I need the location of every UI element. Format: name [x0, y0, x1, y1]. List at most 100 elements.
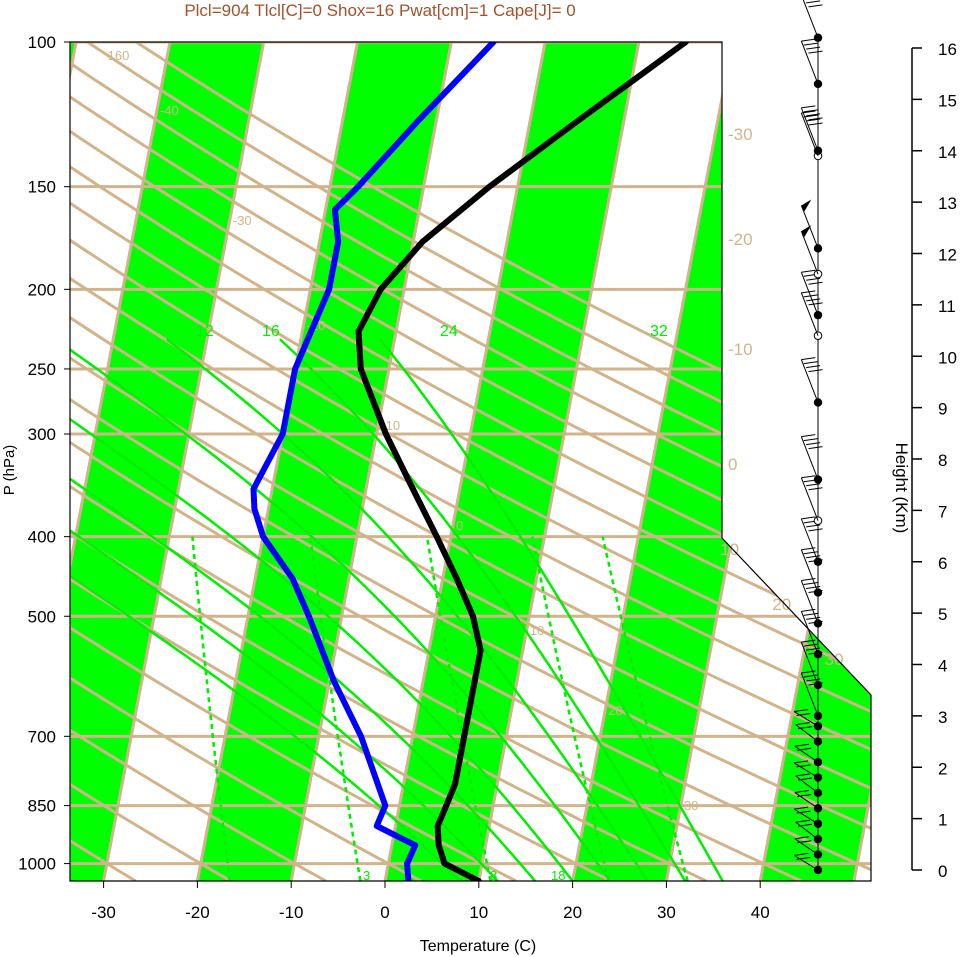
height-tick-label: 10 [938, 348, 957, 367]
wind-barb-feather [806, 277, 821, 281]
mixing-ratio-line [309, 536, 362, 881]
plot-border [69, 41, 872, 882]
wind-barb-feather [801, 475, 816, 479]
wind-barb-shaft [800, 230, 819, 275]
wind-barb-feather [796, 764, 811, 768]
wind-barb-feather [796, 713, 811, 717]
wind-barb-feather [808, 117, 823, 121]
wind-barb-shaft [793, 762, 819, 778]
x-tick-label: 0 [380, 903, 389, 922]
wind-barb-shaft [794, 792, 819, 809]
height-tick-label: 11 [938, 297, 956, 316]
height-tick-label: 5 [938, 605, 947, 624]
wind-barb-shaft [800, 436, 819, 480]
height-tick-label: 8 [938, 451, 947, 470]
wind-barb-feather [798, 823, 813, 827]
wind-barb-feather [801, 434, 816, 438]
wind-barb-feather [806, 118, 821, 122]
wind-barb-feather [801, 516, 816, 520]
x-tick-label: -20 [185, 903, 210, 922]
height-tick-label: 14 [938, 143, 957, 162]
x-tick-label: 20 [563, 903, 582, 922]
dry-adiabat-line [70, 42, 871, 881]
x-tick-label: -30 [91, 903, 116, 922]
wind-barb-shaft [795, 821, 819, 840]
wind-barb-feather [797, 794, 812, 798]
dewpoint-profile-line [250, 42, 497, 881]
moist-adiabat-line [70, 338, 537, 881]
height-tick-label: 7 [938, 502, 947, 521]
y-tick-label: 100 [28, 33, 56, 52]
height-axis-label: Height (Km) [892, 443, 911, 534]
isotherm-band [760, 42, 871, 881]
wind-barb-feather [794, 852, 809, 856]
wind-barb-feather [794, 709, 809, 713]
wind-barb-feather [806, 113, 821, 117]
dry-adiabat-line [70, 42, 871, 881]
wind-level-dot [813, 79, 823, 89]
wind-barb-shaft [800, 477, 819, 521]
moist-adiabat-line [70, 338, 574, 881]
dry-adiabat-edge-label: -30 [728, 125, 753, 144]
wind-barb-feather [803, 643, 818, 647]
wind-barb-feather [806, 555, 821, 559]
wind-barb-shaft [793, 854, 819, 871]
mixing-ratio-line [191, 536, 232, 881]
y-tick-label: 200 [28, 280, 56, 299]
wind-barb-feather [806, 46, 821, 50]
wind-barb-feather [808, 122, 823, 126]
dry-adiabat-line [70, 42, 871, 881]
wind-barb-pennant [801, 225, 812, 238]
wind-barb-shaft [800, 518, 819, 562]
wind-barb-shaft [794, 745, 819, 763]
dry-adiabat-line [70, 42, 871, 881]
wind-barb-feather [803, 582, 818, 586]
wind-barbs [793, 0, 823, 875]
wind-barb-shaft [800, 641, 819, 686]
wind-barb-feather [808, 302, 823, 306]
dry-adiabat-line [70, 42, 612, 881]
moist-adiabat-tick-label: 24 [440, 323, 458, 340]
dry-adiabat-edge-label: -20 [728, 230, 753, 249]
wind-barb-feather [801, 269, 816, 273]
y-tick-label: 300 [28, 425, 56, 444]
wind-barb-shaft [795, 775, 819, 794]
wind-barb-shaft [793, 808, 819, 825]
wind-barb-feather [803, 674, 818, 678]
isotherm-band [948, 42, 961, 881]
dry-adiabat-line [70, 42, 232, 881]
dry-adiabat-line [70, 42, 707, 881]
wind-barb-feather [806, 678, 821, 682]
wind-barb-feather [795, 722, 810, 726]
mixing-ratio-tick-label: 3 [363, 868, 370, 883]
isotherm-tick-label: -40 [160, 103, 179, 118]
height-tick-label: 6 [938, 554, 947, 573]
wind-barb-feather [808, 487, 823, 491]
wind-barb-feather [796, 810, 811, 814]
y-tick-label: 250 [28, 360, 56, 379]
height-tick-label: 15 [938, 91, 957, 110]
height-tick-label: 2 [938, 759, 947, 778]
height-tick-label: 12 [938, 246, 957, 265]
wind-barb-shaft [794, 838, 819, 856]
wind-barb-feather [803, 42, 818, 46]
wind-barb-feather [806, 586, 821, 590]
wind-barb-feather [808, 369, 823, 373]
wind-barb-feather [798, 777, 813, 781]
dry-adiabat-line [70, 42, 871, 881]
x-tick-label: 10 [469, 903, 488, 922]
isotherm-bands [70, 42, 961, 881]
dry-adiabat-edge-label: 10 [720, 540, 739, 559]
wind-barb-feather [803, 551, 818, 555]
wind-barb-feather [803, 361, 818, 365]
isotherm-tick-label: 10 [530, 623, 544, 638]
y-tick-label: 400 [28, 528, 56, 547]
wind-barb-shaft [800, 359, 819, 403]
wind-barb-feather [806, 365, 821, 369]
mixing-ratio-line [531, 536, 610, 881]
wind-barb-feather [794, 836, 809, 840]
isotherm-band [385, 42, 639, 881]
wind-barb-feather [797, 840, 812, 844]
